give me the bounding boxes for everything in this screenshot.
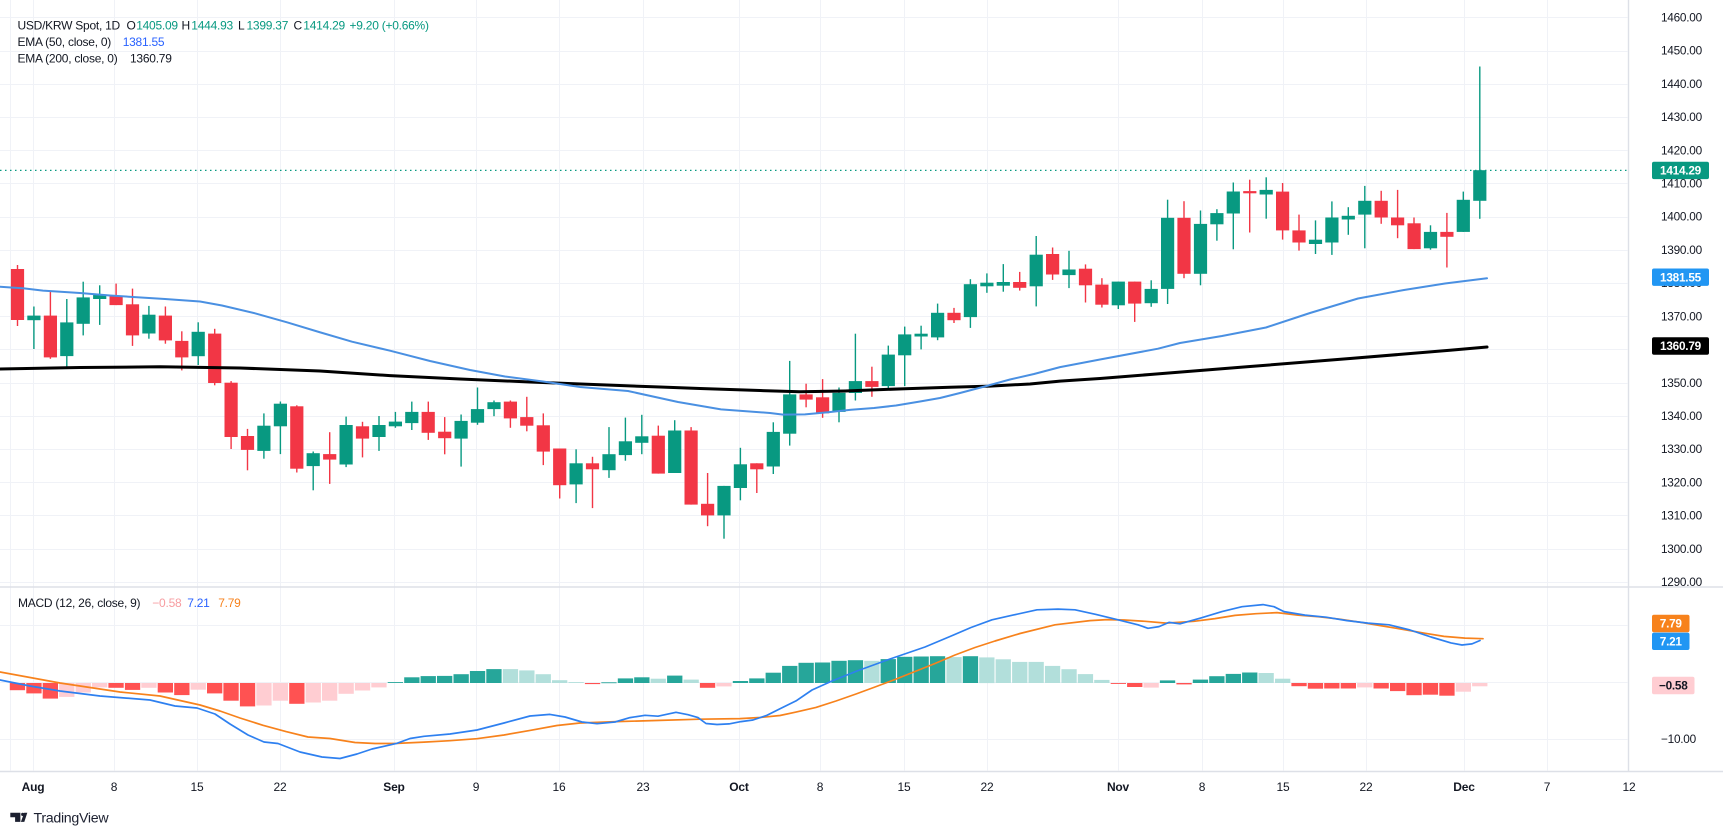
svg-text:Sep: Sep xyxy=(383,780,404,794)
svg-text:1444.93: 1444.93 xyxy=(191,19,233,33)
svg-text:1350.00: 1350.00 xyxy=(1661,376,1703,390)
svg-text:EMA (200, close, 0): EMA (200, close, 0) xyxy=(18,52,118,66)
svg-text:1390.00: 1390.00 xyxy=(1661,243,1703,257)
svg-text:L: L xyxy=(238,19,245,33)
svg-text:1310.00: 1310.00 xyxy=(1661,509,1703,523)
svg-text:1414.29: 1414.29 xyxy=(303,19,345,33)
svg-text:1430.00: 1430.00 xyxy=(1661,110,1703,124)
svg-text:7: 7 xyxy=(1544,780,1551,794)
svg-text:1414.29: 1414.29 xyxy=(1660,164,1702,178)
svg-text:Oct: Oct xyxy=(729,780,749,794)
svg-text:1360.79: 1360.79 xyxy=(130,52,172,66)
svg-text:Nov: Nov xyxy=(1107,780,1130,794)
svg-text:O: O xyxy=(127,19,136,33)
svg-text:MACD (12, 26, close, 9): MACD (12, 26, close, 9) xyxy=(18,596,141,610)
svg-text:1400.00: 1400.00 xyxy=(1661,210,1703,224)
svg-text:23: 23 xyxy=(637,780,650,794)
svg-text:+9.20 (+0.66%): +9.20 (+0.66%) xyxy=(350,19,429,33)
svg-text:EMA (50, close, 0): EMA (50, close, 0) xyxy=(18,35,112,49)
svg-text:1440.00: 1440.00 xyxy=(1661,77,1703,91)
svg-text:1405.09: 1405.09 xyxy=(136,19,178,33)
svg-text:15: 15 xyxy=(191,780,204,794)
svg-text:1450.00: 1450.00 xyxy=(1661,44,1703,58)
svg-text:1300.00: 1300.00 xyxy=(1661,542,1703,556)
svg-text:15: 15 xyxy=(1277,780,1290,794)
svg-text:15: 15 xyxy=(898,780,911,794)
svg-text:1340.00: 1340.00 xyxy=(1661,409,1703,423)
svg-text:22: 22 xyxy=(981,780,994,794)
svg-text:USD/KRW Spot, 1D: USD/KRW Spot, 1D xyxy=(18,19,121,33)
svg-text:7.79: 7.79 xyxy=(1660,617,1683,631)
svg-text:1381.55: 1381.55 xyxy=(1660,270,1702,284)
svg-text:−0.58: −0.58 xyxy=(152,596,182,610)
svg-text:1290.00: 1290.00 xyxy=(1661,575,1703,589)
svg-text:1460.00: 1460.00 xyxy=(1661,11,1703,25)
svg-text:8: 8 xyxy=(1199,780,1206,794)
svg-text:1360.79: 1360.79 xyxy=(1660,339,1702,353)
svg-text:C: C xyxy=(294,19,303,33)
svg-text:1399.37: 1399.37 xyxy=(247,19,289,33)
svg-text:1370.00: 1370.00 xyxy=(1661,309,1703,323)
svg-text:1420.00: 1420.00 xyxy=(1661,143,1703,157)
svg-text:TradingView: TradingView xyxy=(34,810,110,826)
svg-text:8: 8 xyxy=(111,780,118,794)
svg-text:−0.58: −0.58 xyxy=(1659,679,1688,693)
svg-text:22: 22 xyxy=(1360,780,1373,794)
svg-text:1320.00: 1320.00 xyxy=(1661,475,1703,489)
svg-text:7.21: 7.21 xyxy=(1660,635,1683,649)
svg-text:9: 9 xyxy=(473,780,480,794)
svg-text:8: 8 xyxy=(817,780,824,794)
svg-text:16: 16 xyxy=(553,780,566,794)
svg-text:7.21: 7.21 xyxy=(187,596,210,610)
svg-text:1410.00: 1410.00 xyxy=(1661,177,1703,191)
svg-text:12: 12 xyxy=(1623,780,1636,794)
svg-text:7.79: 7.79 xyxy=(218,596,241,610)
svg-text:22: 22 xyxy=(274,780,287,794)
svg-text:−10.00: −10.00 xyxy=(1661,732,1697,746)
svg-text:H: H xyxy=(182,19,190,33)
svg-text:Dec: Dec xyxy=(1453,780,1475,794)
svg-text:1330.00: 1330.00 xyxy=(1661,442,1703,456)
svg-text:Aug: Aug xyxy=(22,780,45,794)
svg-text:1381.55: 1381.55 xyxy=(123,35,165,49)
